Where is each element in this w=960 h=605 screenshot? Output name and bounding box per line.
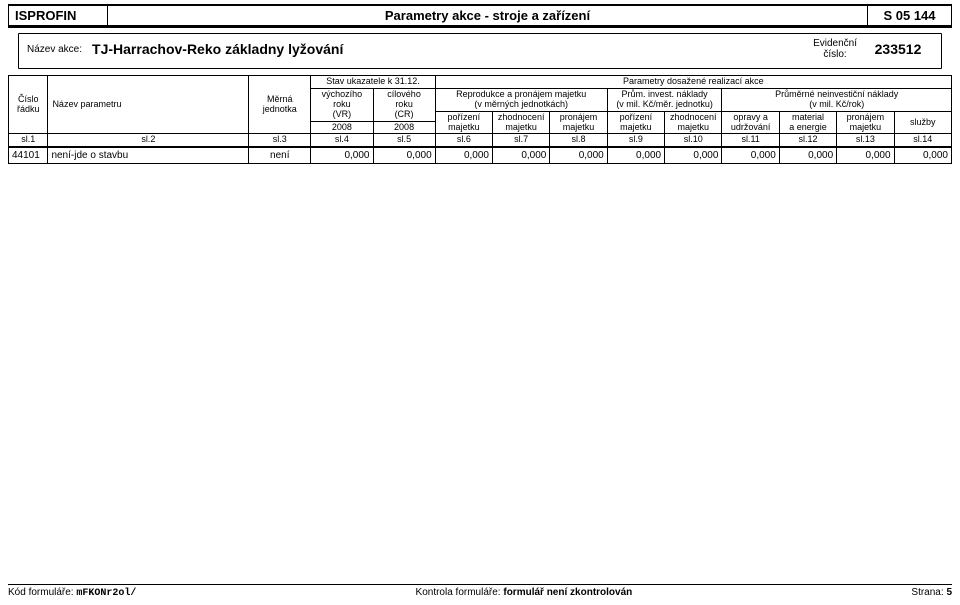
- cell-v4: 0,000: [311, 148, 373, 164]
- footer-mid: Kontrola formuláře: formulář není zkontr…: [136, 587, 911, 599]
- hdr-sl2: sl.2: [48, 134, 249, 147]
- cell-unit: není: [249, 148, 311, 164]
- hdr-pronajem-2: pronájemmajetku: [837, 111, 894, 134]
- hdr-rok-2: 2008: [373, 121, 435, 134]
- hdr-prum-invest: Prům. invest. náklady(v mil. Kč/měr. jed…: [607, 88, 722, 111]
- hdr-reprodukce: Reprodukce a pronájem majetku(v měrných …: [435, 88, 607, 111]
- hdr-sl5: sl.5: [373, 134, 435, 147]
- evidence-label-1: Evidenční: [813, 38, 857, 49]
- evidence-label-2: číslo:: [813, 49, 857, 60]
- evidence-number: 233512: [863, 41, 933, 57]
- cell-name: není-jde o stavbu: [48, 148, 249, 164]
- hdr-sl3: sl.3: [249, 134, 311, 147]
- title-bar: ISPROFIN Parametry akce - stroje a zaříz…: [8, 4, 952, 27]
- hdr-zhodnoceni-1: zhodnocenímajetku: [493, 111, 550, 134]
- cell-v12: 0,000: [779, 148, 836, 164]
- hdr-cislo-radku: Číslořádku: [9, 76, 48, 134]
- cell-v10: 0,000: [665, 148, 722, 164]
- hdr-prum-neinvest: Průměrné neinvestiční náklady(v mil. Kč/…: [722, 88, 952, 111]
- hdr-vychozi: výchozíhoroku(VR): [311, 88, 373, 121]
- hdr-nazev-parametru: Název parametru: [48, 76, 249, 134]
- cell-v8: 0,000: [550, 148, 607, 164]
- cell-v6: 0,000: [435, 148, 492, 164]
- footer-left: Kód formuláře: mFKONr2ol/: [8, 587, 136, 599]
- cell-v14: 0,000: [894, 148, 951, 164]
- form-code-top: S 05 144: [867, 6, 952, 25]
- hdr-sl10: sl.10: [665, 134, 722, 147]
- header-table: Číslořádku Název parametru Měrnájednotka…: [8, 75, 952, 147]
- data-table: 44101 není-jde o stavbu není 0,000 0,000…: [8, 147, 952, 164]
- cell-v5: 0,000: [373, 148, 435, 164]
- hdr-zhodnoceni-2: zhodnocenímajetku: [665, 111, 722, 134]
- hdr-porizeni-1: pořízenímajetku: [435, 111, 492, 134]
- action-name: TJ-Harrachov-Reko základny lyžování: [92, 41, 813, 57]
- cell-code: 44101: [9, 148, 48, 164]
- hdr-parametry-realizaci: Parametry dosažené realizací akce: [435, 76, 951, 89]
- hdr-sl9: sl.9: [607, 134, 664, 147]
- action-row: Název akce: TJ-Harrachov-Reko základny l…: [18, 33, 942, 69]
- page-footer: Kód formuláře: mFKONr2ol/ Kontrola formu…: [8, 584, 952, 599]
- hdr-sl6: sl.6: [435, 134, 492, 147]
- cell-v9: 0,000: [607, 148, 664, 164]
- hdr-cilove: cílovéhoroku(CR): [373, 88, 435, 121]
- evidence-label: Evidenční číslo:: [813, 38, 857, 60]
- hdr-merna-jednotka: Měrnájednotka: [249, 76, 311, 134]
- hdr-rok-1: 2008: [311, 121, 373, 134]
- hdr-sl12: sl.12: [779, 134, 836, 147]
- hdr-sl13: sl.13: [837, 134, 894, 147]
- cell-v7: 0,000: [493, 148, 550, 164]
- hdr-material: materiala energie: [779, 111, 836, 134]
- hdr-sluzby: služby: [894, 111, 951, 134]
- footer-check-status: formulář není zkontrolován: [503, 587, 632, 598]
- hdr-opravy: opravy audržování: [722, 111, 779, 134]
- hdr-sl1: sl.1: [9, 134, 48, 147]
- hdr-stav: Stav ukazatele k 31.12.: [311, 76, 435, 89]
- cell-v13: 0,000: [837, 148, 894, 164]
- hdr-sl4: sl.4: [311, 134, 373, 147]
- hdr-sl11: sl.11: [722, 134, 779, 147]
- footer-right: Strana: 5: [911, 587, 952, 599]
- hdr-sl7: sl.7: [493, 134, 550, 147]
- hdr-pronajem-1: pronájemmajetku: [550, 111, 607, 134]
- table-row: 44101 není-jde o stavbu není 0,000 0,000…: [9, 148, 952, 164]
- page-title: Parametry akce - stroje a zařízení: [108, 6, 867, 25]
- action-label: Název akce:: [27, 44, 82, 55]
- hdr-sl14: sl.14: [894, 134, 951, 147]
- hdr-sl8: sl.8: [550, 134, 607, 147]
- footer-page-number: 5: [946, 587, 952, 598]
- hdr-porizeni-2: pořízenímajetku: [607, 111, 664, 134]
- cell-v11: 0,000: [722, 148, 779, 164]
- footer-form-code: mFKONr2ol/: [76, 588, 136, 599]
- app-name: ISPROFIN: [8, 6, 108, 25]
